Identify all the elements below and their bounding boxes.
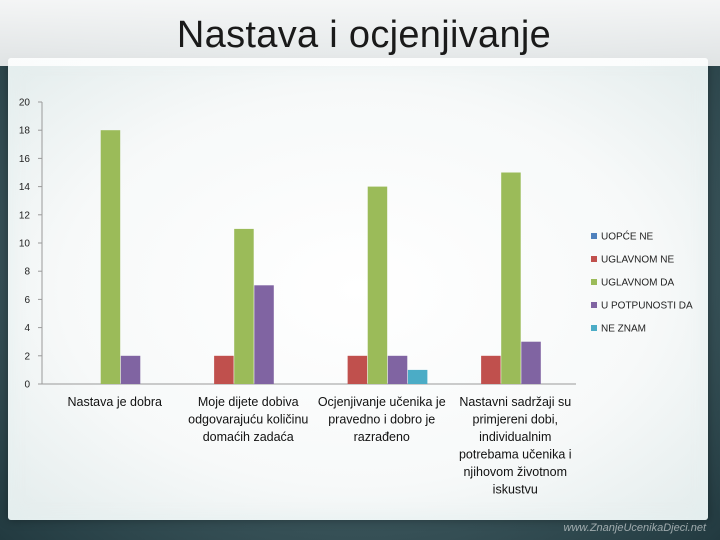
x-category-label-line: potrebama učenika i: [459, 448, 572, 462]
x-category-label: Nastava je dobra: [67, 395, 162, 409]
x-category-label-line: primjereni dobi,: [473, 413, 558, 427]
x-category-label-line: pravedno i dobro je: [328, 413, 435, 427]
legend-label: U POTPUNOSTI DA: [601, 301, 693, 312]
y-tick-label: 4: [24, 323, 30, 334]
bar: [100, 130, 121, 384]
y-tick-label: 20: [19, 98, 31, 109]
watermark: www.ZnanjeUcenikaDjeci.net: [563, 522, 706, 534]
title-band: [0, 0, 720, 66]
legend-swatch: [591, 279, 597, 285]
y-axis-ticks: 0 2 4 6 8 10 12 14 16 18 20: [19, 98, 42, 391]
x-category-label-line: Moje dijete dobiva: [198, 395, 299, 409]
x-category-label: Nastavni sadržaji su primjereni dobi, indi…: [459, 395, 572, 497]
legend-swatch: [591, 233, 597, 239]
y-tick-label: 8: [24, 267, 30, 278]
bar: [407, 369, 428, 384]
x-category-label-line: njihovom životnom: [463, 465, 567, 479]
chart-bars: [100, 130, 541, 384]
x-category-label-line: iskustvu: [493, 483, 538, 497]
x-category-label-line: domaćih zadaća: [203, 430, 294, 444]
bar: [214, 355, 234, 384]
bar: [521, 341, 541, 384]
bar: [387, 355, 408, 384]
x-category-label-line: Ocjenjivanje učenika je: [318, 395, 446, 409]
legend-label: NE ZNAM: [601, 324, 646, 335]
x-category-label: Ocjenjivanje učenika je pravedno i dobro …: [318, 395, 446, 444]
bar: [120, 355, 141, 384]
y-tick-label: 0: [24, 380, 30, 391]
y-tick-label: 10: [19, 239, 31, 250]
legend-label: UOPĆE NE: [601, 230, 654, 243]
bar: [501, 172, 521, 384]
bar: [347, 355, 368, 384]
legend-label: UGLAVNOM NE: [601, 255, 674, 266]
y-tick-label: 16: [19, 154, 31, 165]
y-tick-label: 14: [19, 182, 31, 193]
x-category-label-line: odgovarajuću količinu: [188, 413, 308, 427]
legend-swatch: [591, 325, 597, 331]
x-category-label-line: individualnim: [479, 430, 551, 444]
y-tick-label: 12: [19, 210, 31, 221]
page-title: Nastava i ocjenjivanje: [176, 14, 552, 56]
chart-legend: UOPĆE NE UGLAVNOM NE UGLAVNOM DA U POTPUNOS…: [591, 230, 693, 335]
chart-paper: [8, 58, 708, 520]
legend-label: UGLAVNOM DA: [601, 278, 674, 289]
bar: [481, 355, 501, 384]
x-category-label-line: Nastavni sadržaji su: [459, 395, 571, 409]
x-category-label: Moje dijete dobiva odgovarajuću količinu d…: [188, 395, 308, 444]
legend-swatch: [591, 302, 597, 308]
bar: [254, 285, 274, 384]
x-category-label-line: razrađeno: [354, 430, 410, 444]
bar: [367, 186, 388, 384]
y-tick-label: 2: [24, 351, 30, 362]
y-tick-label: 18: [19, 126, 31, 137]
chart-axes: [41, 102, 576, 385]
x-axis-labels: Nastava je dobra Moje dijete dobiva odgova…: [67, 395, 571, 497]
bar: [234, 228, 254, 384]
legend-swatch: [591, 256, 597, 262]
x-category-label-line: Nastava je dobra: [67, 395, 162, 409]
y-tick-label: 6: [24, 295, 30, 306]
